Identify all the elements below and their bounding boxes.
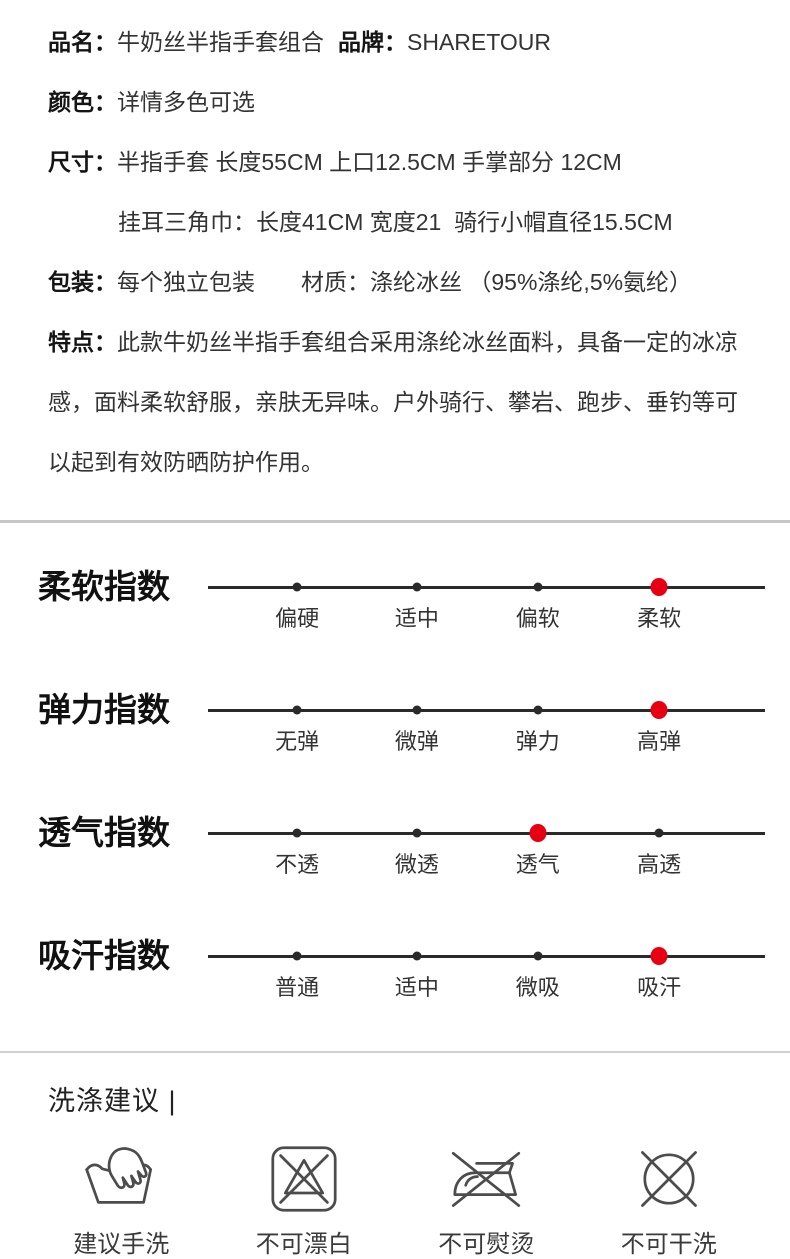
level-label: 不透 <box>275 852 320 877</box>
level-label: 微吸 <box>515 975 560 1000</box>
rating-dot <box>654 828 664 838</box>
rating-dot <box>292 705 302 715</box>
wash-items: 建议手洗 不可漂白 <box>30 1140 760 1259</box>
feature-text: 此款牛奶丝半指手套组合采用涤纶冰丝面料，具备一定的冰凉感，面料柔软舒服，亲肤无异… <box>48 329 738 475</box>
level-label: 普通 <box>275 975 320 1000</box>
rating-dot-active <box>650 947 668 965</box>
spec-line-size2: 挂耳三角巾：长度41CM 宽度21 骑行小帽直径15.5CM <box>48 192 748 252</box>
level-label: 透气 <box>515 852 560 877</box>
track-line <box>208 709 765 712</box>
spec-line-name-brand: 品名：牛奶丝半指手套组合 品牌：SHARETOUR <box>48 12 748 72</box>
rating-track: 普通 适中 微吸 吸汗 <box>208 926 765 1049</box>
section-divider-bottom <box>0 1051 790 1053</box>
index-row-title: 柔软指数 <box>38 568 170 605</box>
no-dry-clean-icon <box>578 1140 761 1218</box>
index-row-elasticity: 弹力指数 无弹 微弹 弹力 高弹 <box>38 680 765 803</box>
wash-item-label: 不可漂白 <box>255 1231 352 1258</box>
wash-item-no-dry-clean: 不可干洗 <box>578 1140 761 1259</box>
level-label: 高弹 <box>637 729 682 754</box>
rating-dot <box>292 951 302 961</box>
index-row-title: 吸汗指数 <box>38 937 170 974</box>
material-label: 材质： <box>301 269 370 295</box>
wash-section: 洗涤建议 | 建议手洗 <box>0 1053 790 1259</box>
level-label: 弹力 <box>515 729 560 754</box>
spec-line-color: 颜色：详情多色可选 <box>48 72 748 132</box>
wash-item-no-bleach: 不可漂白 <box>213 1140 396 1259</box>
index-row-breathability: 透气指数 不透 微透 透气 高透 <box>38 803 765 926</box>
rating-dot <box>412 951 422 961</box>
level-label: 偏硬 <box>275 606 320 631</box>
rating-dot-active <box>650 578 668 596</box>
package-label: 包装： <box>48 269 117 295</box>
level-label: 柔软 <box>637 606 682 631</box>
color-value: 详情多色可选 <box>117 89 255 115</box>
size-label: 尺寸： <box>48 149 117 175</box>
spec-section: 品名：牛奶丝半指手套组合 品牌：SHARETOUR 颜色：详情多色可选 尺寸：半指… <box>0 0 790 492</box>
level-label: 偏软 <box>515 606 560 631</box>
index-row-sweat-absorption: 吸汗指数 普通 适中 微吸 吸汗 <box>38 926 765 1049</box>
rating-dot <box>533 582 543 592</box>
level-label: 吸汗 <box>637 975 682 1000</box>
wash-item-label: 不可干洗 <box>620 1231 717 1258</box>
feature-label: 特点： <box>48 329 117 355</box>
level-label: 适中 <box>394 606 439 631</box>
level-label: 适中 <box>394 975 439 1000</box>
rating-track: 不透 微透 透气 高透 <box>208 803 765 926</box>
spec-line-pack-material: 包装：每个独立包装 材质：涤纶冰丝 （95%涤纶,5%氨纶） <box>48 252 748 312</box>
rating-dot <box>292 828 302 838</box>
rating-dot <box>292 582 302 592</box>
rating-dot-active <box>650 701 668 719</box>
wash-title: 洗涤建议 | <box>48 1086 177 1116</box>
level-label: 无弹 <box>275 729 320 754</box>
track-line <box>208 832 765 835</box>
wash-item-label: 不可熨烫 <box>438 1231 535 1258</box>
rating-dot <box>412 582 422 592</box>
index-row-title: 透气指数 <box>38 814 170 851</box>
wash-item-label: 建议手洗 <box>73 1231 170 1258</box>
rating-dot <box>412 705 422 715</box>
index-row-title: 弹力指数 <box>38 691 170 728</box>
hand-wash-icon <box>30 1140 213 1218</box>
feature-paragraph: 特点：此款牛奶丝半指手套组合采用涤纶冰丝面料，具备一定的冰凉感，面料柔软舒服，亲… <box>48 312 748 492</box>
brand-label: 品牌： <box>338 29 407 55</box>
color-label: 颜色： <box>48 89 117 115</box>
rating-dot <box>533 705 543 715</box>
size-value: 半指手套 长度55CM 上口12.5CM 手掌部分 12CM <box>117 149 622 175</box>
level-label: 高透 <box>637 852 682 877</box>
index-section: 柔软指数 偏硬 适中 偏软 柔软 弹力指数 无弹 微弹 弹力 高弹 透气指数 <box>0 523 790 1049</box>
track-line <box>208 586 765 589</box>
name-value: 牛奶丝半指手套组合 <box>117 29 324 55</box>
name-label: 品名： <box>48 29 117 55</box>
wash-item-no-iron: 不可熨烫 <box>395 1140 578 1259</box>
brand-value: SHARETOUR <box>407 29 551 55</box>
section-divider-top <box>0 520 790 523</box>
track-line <box>208 955 765 958</box>
no-bleach-icon <box>213 1140 396 1218</box>
size-value-2: 挂耳三角巾：长度41CM 宽度21 骑行小帽直径15.5CM <box>118 209 673 235</box>
rating-dot <box>412 828 422 838</box>
rating-track: 偏硬 适中 偏软 柔软 <box>208 557 765 680</box>
index-row-softness: 柔软指数 偏硬 适中 偏软 柔软 <box>38 557 765 680</box>
spec-line-size: 尺寸：半指手套 长度55CM 上口12.5CM 手掌部分 12CM <box>48 132 748 192</box>
wash-item-hand-wash: 建议手洗 <box>30 1140 213 1259</box>
material-value: 涤纶冰丝 （95%涤纶,5%氨纶） <box>370 269 693 295</box>
no-iron-icon <box>395 1140 578 1218</box>
level-label: 微弹 <box>394 729 439 754</box>
rating-dot-active <box>529 824 547 842</box>
package-value: 每个独立包装 <box>117 269 255 295</box>
rating-dot <box>533 951 543 961</box>
rating-track: 无弹 微弹 弹力 高弹 <box>208 680 765 803</box>
level-label: 微透 <box>394 852 439 877</box>
